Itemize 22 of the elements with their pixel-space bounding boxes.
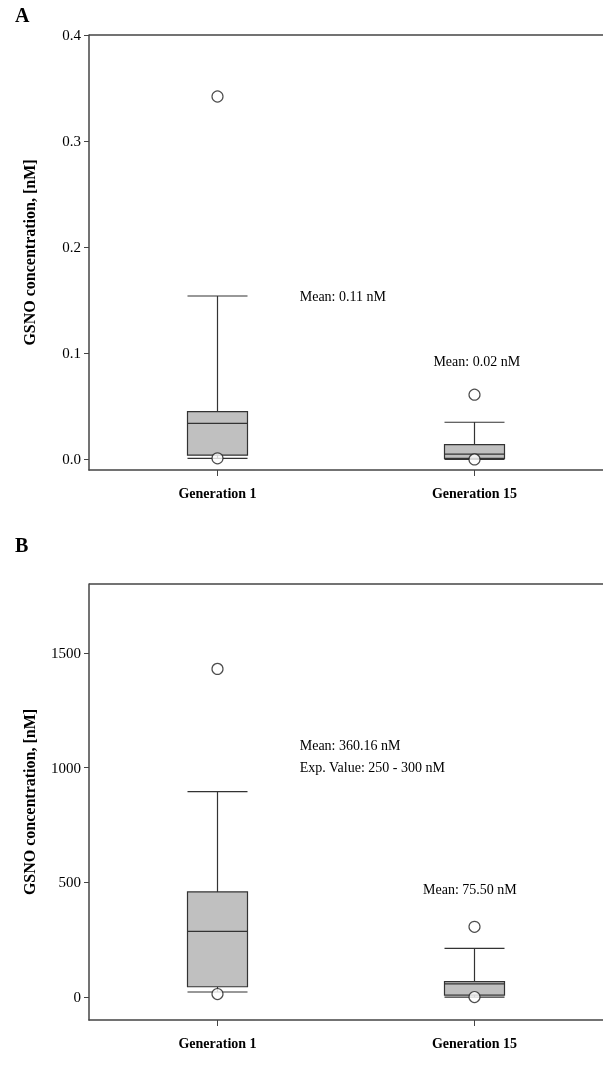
y-tick-label: 0.3 (62, 133, 81, 150)
y-tick-label: 1000 (51, 759, 81, 776)
y-tick-label: 0.1 (62, 345, 81, 362)
y-tick-label: 1500 (51, 644, 81, 661)
y-tick-label: 0.2 (62, 239, 81, 256)
annotation: Mean: 0.11 nM (299, 288, 387, 304)
x-tick-label: Generation 1 (178, 1035, 257, 1051)
y-tick-label: 0.0 (62, 451, 81, 468)
y-tick-label: 0.4 (62, 27, 82, 43)
y-axis-title: GSNO concentration, [nM] (20, 708, 38, 896)
annotation: Mean: 360.16 nM (299, 737, 402, 753)
y-tick-label: 500 (58, 874, 81, 891)
x-tick-label: Generation 15 (431, 1035, 518, 1051)
annotation: Exp. Value: 250 - 300 nM (299, 759, 446, 775)
x-tick-label: Generation 15 (431, 485, 518, 501)
chart-title: B (15, 534, 29, 556)
x-tick-label: Generation 1 (178, 485, 257, 501)
annotation: Mean: 75.50 nM (423, 881, 518, 897)
y-tick-label: 0 (73, 989, 81, 1006)
y-axis-title: GSNO concentration, [nM] (20, 159, 38, 346)
annotation: Mean: 0.02 nM (433, 353, 521, 369)
chart-title: A (15, 4, 30, 26)
